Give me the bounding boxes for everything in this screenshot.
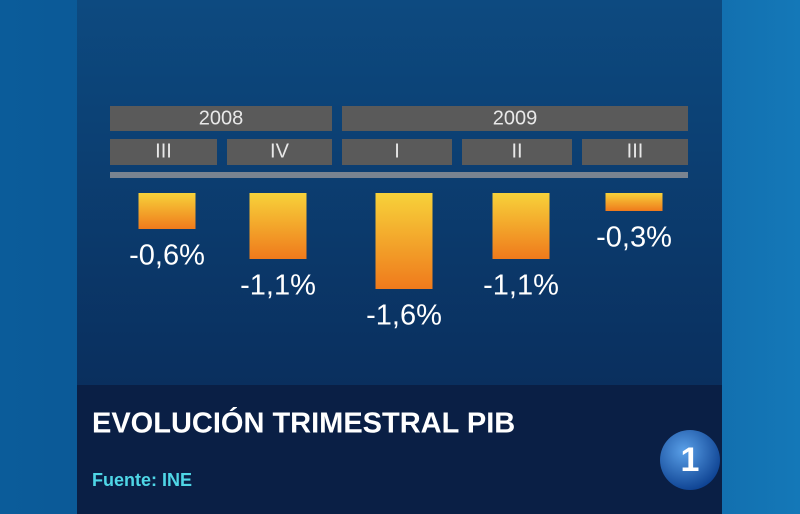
- baseline-bar: [110, 172, 688, 178]
- x-tick-label: II: [511, 140, 522, 162]
- value-label: -1,1%: [483, 270, 559, 302]
- x-tick-label: I: [394, 140, 400, 162]
- group-header: [342, 106, 688, 131]
- group-label: 2008: [199, 107, 244, 129]
- chart-title: EVOLUCIÓN TRIMESTRAL PIB: [92, 406, 515, 440]
- value-label: -1,1%: [240, 270, 316, 302]
- x-tick-label: III: [627, 140, 644, 162]
- bar: [249, 193, 307, 259]
- x-tick-label: III: [155, 140, 172, 162]
- x-tick-label: IV: [270, 140, 290, 162]
- bar: [492, 193, 550, 259]
- bar: [605, 193, 663, 211]
- category-header: [462, 139, 572, 165]
- logo-text: 1: [681, 441, 700, 479]
- bar: [375, 193, 433, 289]
- value-label: -1,6%: [366, 300, 442, 332]
- category-header: [342, 139, 452, 165]
- value-label: -0,6%: [129, 240, 205, 272]
- logo: [660, 430, 720, 490]
- group-header: [110, 106, 332, 131]
- bar: [138, 193, 196, 229]
- category-header: [110, 139, 217, 165]
- value-label: -0,3%: [596, 222, 672, 254]
- group-label: 2009: [493, 107, 538, 129]
- category-header: [227, 139, 332, 165]
- category-header: [582, 139, 688, 165]
- panel: [77, 0, 722, 385]
- footer-band: [77, 385, 722, 514]
- source: Fuente: INE: [92, 470, 192, 490]
